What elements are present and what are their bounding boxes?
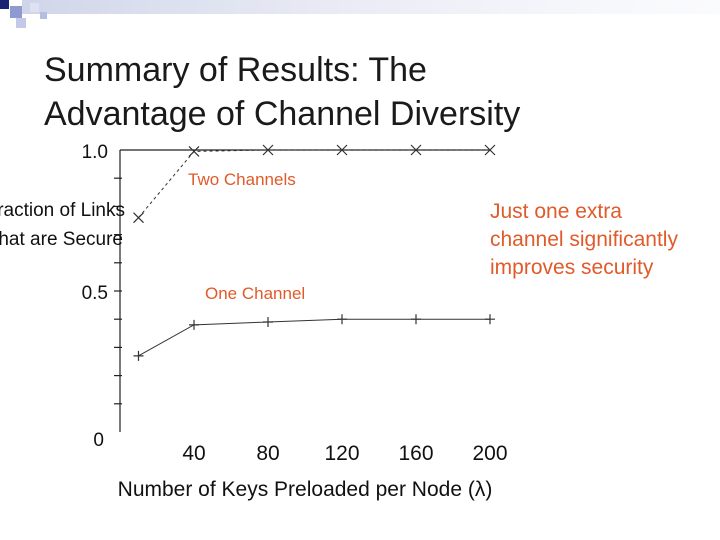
data-point: [410, 144, 422, 156]
y-axis-label-line-1: Fraction of Links: [0, 200, 125, 221]
y-tick-label: 0: [93, 430, 104, 451]
data-point: [263, 317, 273, 328]
callout-note-line-1: Just one extra: [490, 200, 622, 223]
data-point: [485, 314, 495, 325]
data-point: [484, 144, 496, 156]
x-tick-label: 120: [324, 442, 359, 465]
callout-note: Just one extra channel significantly imp…: [490, 198, 720, 282]
callout-note-line-2: channel significantly: [490, 228, 678, 251]
x-tick-label: 80: [256, 442, 279, 465]
y-tick-label: 0.5: [82, 283, 108, 304]
series-label: Two Channels: [188, 170, 296, 189]
slide-header-decoration: [0, 0, 720, 28]
slide-title: Summary of Results: The Advantage of Cha…: [44, 48, 684, 136]
y-tick-label: 1.0: [82, 142, 108, 163]
series-line-one-channel: [138, 318, 490, 357]
chart-labels: 1.0 0.5 0 40 80 120 160 200 Number of Keys Prelo…: [0, 142, 508, 501]
chart-series: [133, 144, 496, 361]
data-point: [411, 314, 421, 325]
y-axis-label-line-2: that are Secure: [0, 229, 123, 250]
data-point: [189, 319, 199, 330]
data-point: [336, 144, 348, 156]
data-point: [133, 212, 144, 224]
data-point: [337, 314, 347, 325]
data-point: [133, 350, 144, 361]
x-axis-label: Number of Keys Preloaded per Node (λ): [118, 478, 493, 501]
y-axis-ticks: [114, 177, 122, 405]
slide-title-line-2: Advantage of Channel Diversity: [44, 95, 521, 133]
slide-title-line-1: Summary of Results: The: [44, 51, 427, 89]
x-tick-label: 200: [472, 442, 507, 465]
series-label: One Channel: [205, 284, 305, 303]
data-point: [262, 144, 274, 156]
data-point: [188, 145, 200, 157]
callout-note-line-3: improves security: [490, 256, 654, 279]
x-tick-label: 40: [182, 442, 205, 465]
x-tick-label: 160: [398, 442, 433, 465]
series-line-two-channels: [138, 149, 490, 219]
